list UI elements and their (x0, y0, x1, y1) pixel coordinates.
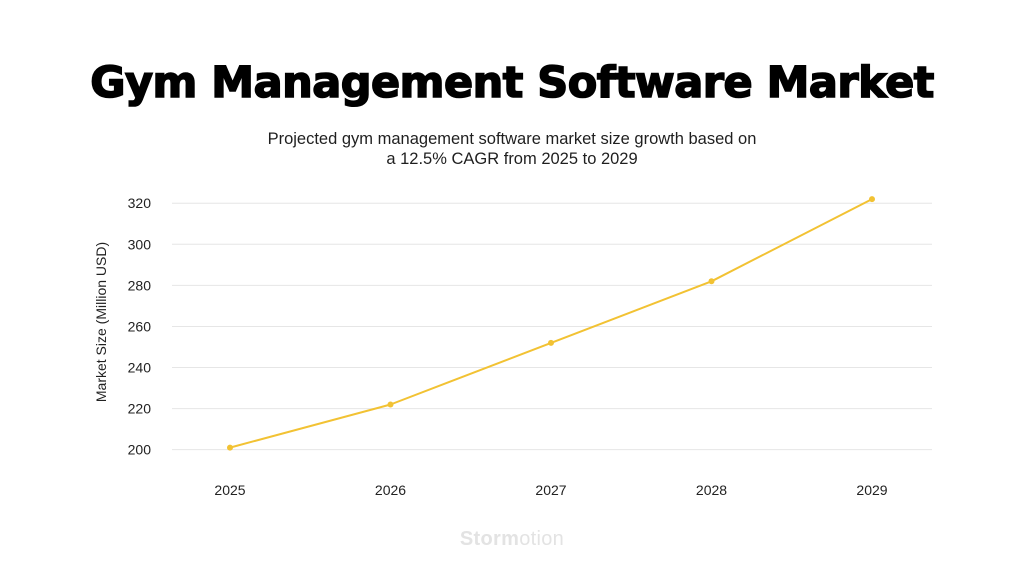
y-tick-label: 240 (128, 360, 152, 376)
watermark-bold: Storm (459, 528, 520, 550)
y-tick-label: 260 (128, 318, 152, 334)
watermark-light: otion (519, 528, 565, 550)
data-point (227, 444, 233, 451)
y-axis-ticks: 200 220 240 260 280 300 320 (128, 195, 152, 457)
chart-subtitle: Projected gym management software market… (267, 130, 757, 168)
x-axis-ticks: 2025 2026 2027 2028 2029 (214, 482, 887, 498)
data-point (548, 339, 554, 346)
y-tick-label: 320 (128, 195, 152, 211)
data-point (869, 196, 875, 203)
x-tick-label: 2029 (856, 482, 887, 498)
brand-watermark: Stormotion (0, 528, 1024, 551)
y-axis-title: Market Size (Million USD) (93, 242, 109, 402)
y-tick-label: 200 (128, 442, 152, 458)
x-tick-label: 2026 (375, 482, 406, 498)
x-tick-label: 2028 (696, 482, 727, 498)
data-point (708, 278, 715, 285)
y-tick-label: 220 (128, 401, 152, 417)
grid-lines (172, 202, 932, 451)
series-line (229, 198, 873, 449)
chart-title: Gym Management Software Market (89, 57, 935, 109)
x-tick-label: 2027 (535, 482, 566, 498)
y-tick-label: 280 (128, 277, 152, 293)
y-tick-label: 300 (128, 236, 152, 252)
data-point (387, 401, 394, 408)
x-tick-label: 2025 (214, 482, 245, 498)
series-layer (227, 196, 875, 451)
